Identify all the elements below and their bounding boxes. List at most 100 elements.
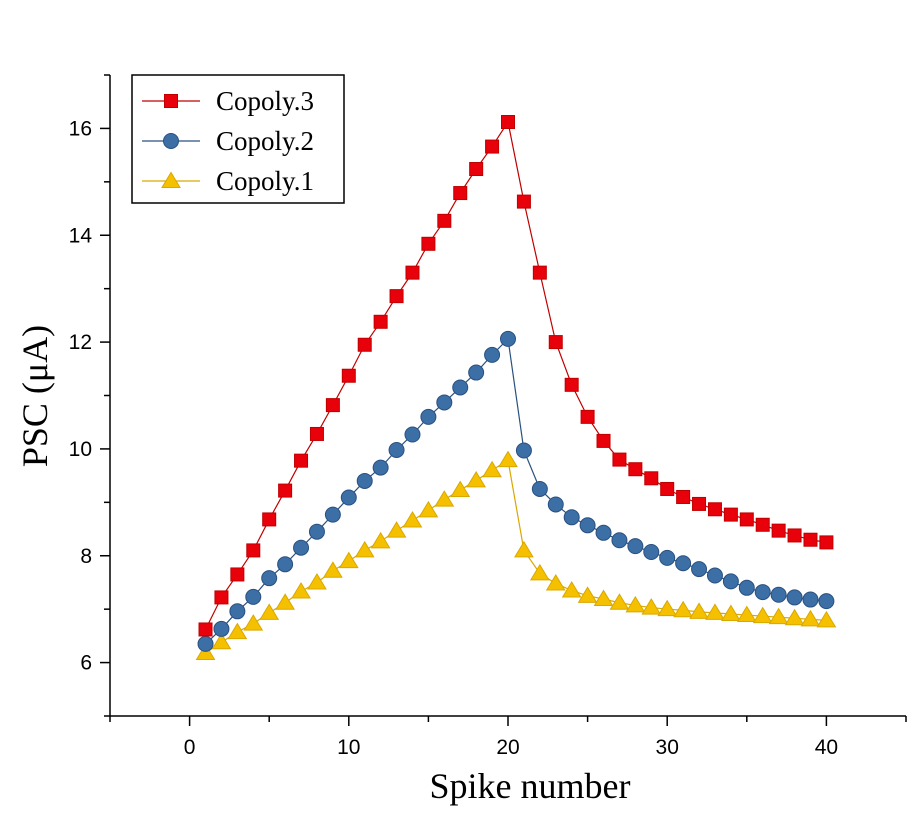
data-point: [660, 481, 675, 496]
x-tick-label: 10: [337, 736, 360, 759]
legend-entry: Copoly.1: [142, 166, 314, 196]
data-point: [786, 589, 803, 606]
data-point: [705, 603, 725, 620]
series-copoly-1: [195, 450, 837, 660]
data-point: [659, 549, 676, 566]
data-point: [293, 539, 310, 556]
series-line: [204, 120, 827, 630]
data-point: [627, 538, 644, 555]
x-tick-label: 20: [496, 736, 519, 759]
data-point: [325, 398, 340, 413]
data-point: [357, 337, 372, 352]
data-point: [561, 580, 582, 598]
y-tick-label: 12: [69, 331, 92, 354]
data-point: [720, 604, 741, 621]
data-point: [803, 532, 818, 547]
data-point: [259, 603, 280, 620]
data-point: [434, 490, 455, 507]
data-point: [563, 509, 580, 526]
data-point: [657, 599, 678, 617]
data-point: [245, 588, 262, 605]
data-point: [564, 377, 579, 392]
data-point: [771, 523, 786, 538]
data-point: [453, 186, 468, 201]
data-point: [692, 496, 707, 511]
data-point: [736, 605, 757, 623]
data-point: [308, 523, 325, 540]
data-point: [579, 517, 596, 534]
data-point: [230, 567, 245, 582]
data-point: [452, 379, 469, 396]
data-point: [294, 453, 309, 468]
data-point: [468, 364, 485, 381]
data-point: [484, 346, 501, 363]
data-point: [466, 470, 487, 488]
data-point: [625, 595, 646, 613]
data-point: [307, 572, 327, 590]
data-point: [628, 462, 643, 477]
data-point: [548, 335, 563, 350]
data-point: [802, 591, 819, 608]
x-tick-label: 0: [184, 736, 196, 759]
data-point: [706, 567, 723, 584]
data-point: [596, 433, 611, 448]
data-point: [800, 609, 821, 627]
data-point: [547, 496, 564, 513]
data-point: [278, 483, 293, 498]
x-axis-ticks: 0 10 20 30 40: [109, 716, 907, 759]
data-point: [689, 602, 709, 619]
data-point: [784, 608, 805, 626]
legend-entry: Copoly.3: [142, 86, 314, 116]
data-point: [818, 593, 835, 610]
series-copoly-2: [197, 330, 835, 652]
data-point: [545, 574, 566, 591]
legend-marker: [161, 171, 181, 188]
data-point: [195, 643, 216, 660]
data-point: [388, 441, 405, 458]
data-point: [340, 489, 357, 506]
y-tick-label: 8: [80, 545, 92, 568]
y-tick-label: 16: [69, 117, 92, 140]
data-point: [372, 459, 389, 476]
data-point: [515, 442, 532, 459]
data-point: [500, 330, 516, 347]
data-point: [243, 614, 264, 631]
data-point: [770, 586, 787, 603]
series-copoly-3: [198, 115, 834, 637]
data-point: [577, 586, 598, 603]
data-point: [609, 593, 630, 610]
y-axis-title: PSC (μA): [15, 325, 55, 467]
data-point: [819, 535, 834, 550]
data-point: [309, 426, 324, 441]
x-tick-label: 40: [815, 736, 838, 759]
data-point: [405, 265, 420, 280]
data-point: [262, 512, 277, 527]
data-point: [246, 543, 261, 558]
legend-marker: [164, 94, 178, 108]
legend-label: Copoly.1: [216, 166, 314, 196]
data-point: [516, 194, 531, 209]
data-point: [482, 460, 502, 478]
data-point: [356, 472, 373, 489]
legend-label: Copoly.3: [216, 86, 314, 116]
data-point: [595, 524, 612, 541]
data-point: [229, 603, 246, 620]
data-point: [673, 600, 694, 618]
data-point: [691, 561, 708, 578]
data-point: [373, 314, 388, 329]
data-point: [436, 394, 453, 411]
data-point: [612, 452, 627, 467]
x-axis-title: Spike number: [430, 766, 631, 806]
data-point: [386, 521, 407, 538]
series-line: [205, 337, 827, 645]
data-point: [450, 480, 471, 498]
data-point: [739, 512, 754, 527]
data-point: [498, 450, 518, 468]
legend-label: Copoly.2: [216, 126, 314, 156]
data-point: [418, 500, 439, 518]
y-axis-ticks: 6 8 10 12 14 16: [69, 74, 110, 717]
data-point: [322, 561, 343, 578]
data-point: [485, 139, 500, 154]
data-point: [514, 540, 534, 558]
